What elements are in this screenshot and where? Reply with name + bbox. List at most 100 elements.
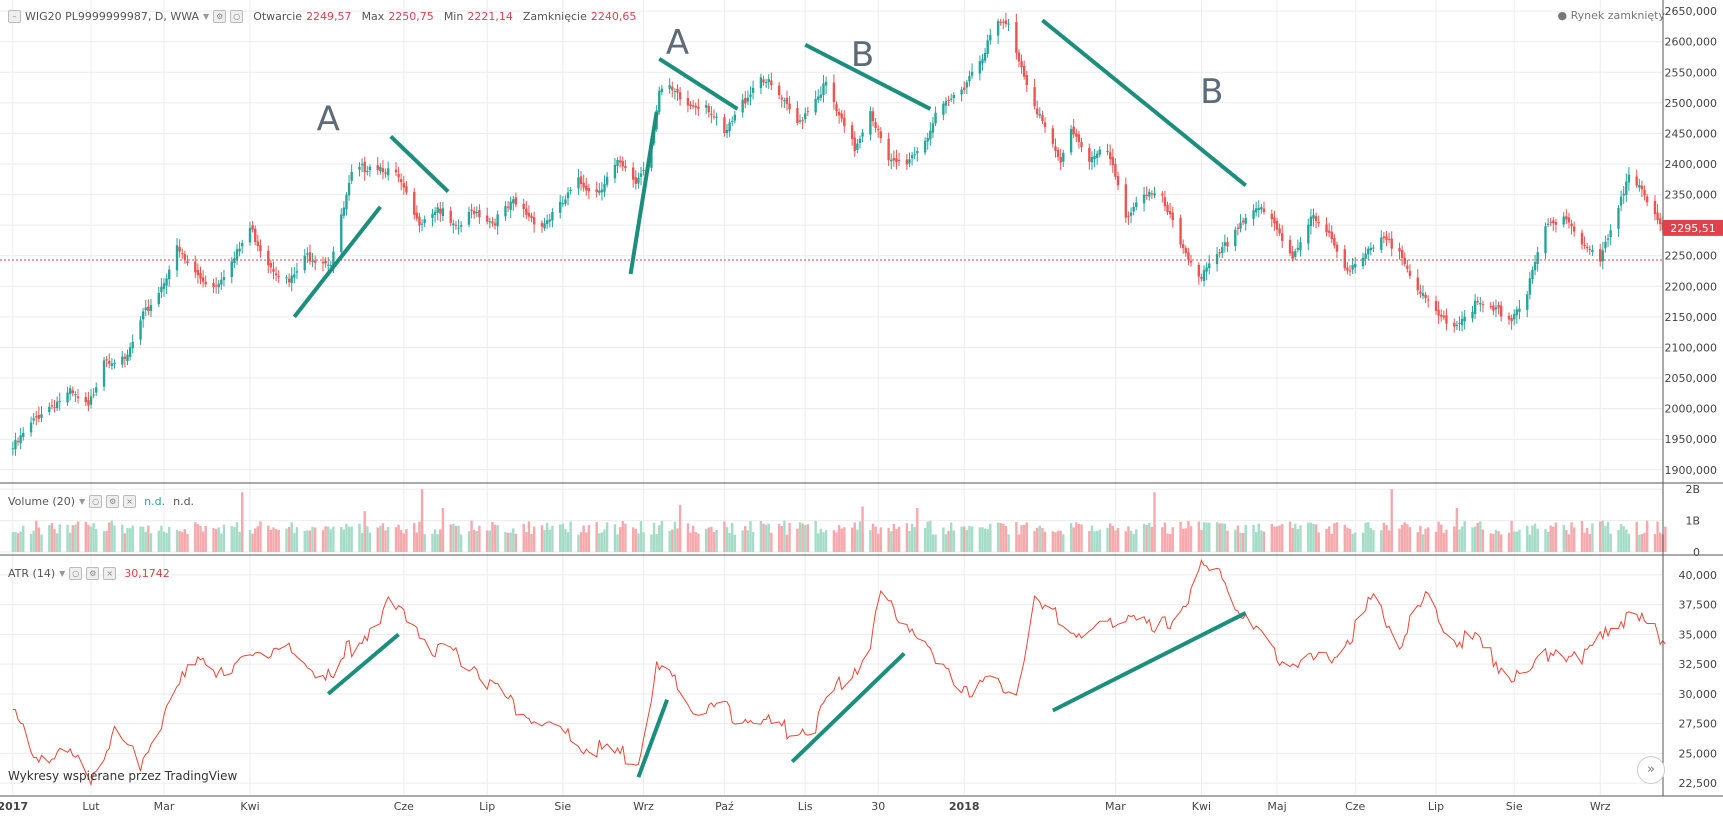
volume-bar [1221,523,1224,552]
volume-bar [1481,529,1485,552]
volume-bar [233,526,236,552]
close-icon[interactable]: × [123,495,137,508]
volume-bar [285,528,288,552]
candle [908,159,911,164]
candle [1080,142,1083,148]
volume-bar [1390,489,1393,552]
candle [1260,207,1263,210]
volume-bar [240,492,244,552]
volume-bar [1254,531,1258,552]
candle [454,224,458,226]
atr-tick-label: 35,000 [1679,628,1718,641]
candle [616,160,619,166]
volume-bar [652,522,656,552]
candle [128,347,132,357]
volume-bar [37,527,41,552]
candle [175,245,179,271]
atr-tick-label: 22,500 [1679,777,1718,790]
candle [1197,264,1201,277]
candle [1372,247,1375,249]
volume-bar [181,532,184,552]
candle [433,211,437,215]
candle [707,106,710,113]
tradingview-credit: Wykresy wspierane przez TradingView [8,769,238,783]
scroll-to-realtime-button[interactable]: » [1637,756,1665,784]
volume-bar [486,530,489,552]
candle [436,207,439,213]
candle [1059,156,1062,163]
eye-icon[interactable]: ○ [89,495,103,508]
volume-bar [715,529,718,552]
volume-bar [1421,534,1425,552]
chevron-down-icon[interactable]: ▼ [79,497,86,506]
volume-bar [1460,526,1464,552]
volume-bar [340,526,343,552]
candle [470,209,473,212]
last-price-badge [1663,219,1723,236]
candle [686,98,690,106]
candle [486,215,489,222]
volume-bar [850,527,854,552]
candle [1257,207,1260,211]
volume-bar [1093,531,1096,552]
candle [949,98,953,100]
candle [256,241,260,246]
atr-tick-label: 37,500 [1679,599,1718,612]
volume-bar [1492,533,1495,552]
volume-bar [92,523,95,552]
candle [1531,269,1534,279]
candle [1437,309,1440,316]
candle [238,248,241,252]
volume-bar [869,530,872,552]
volume-bar [566,532,570,552]
eye-icon[interactable]: ○ [230,10,244,23]
candle [749,94,752,97]
volume-bar [731,522,734,552]
volume-bar [1132,533,1135,552]
candle [1234,229,1237,247]
candle [728,122,731,132]
candle [126,354,129,362]
candle [1572,226,1576,232]
candle [796,107,799,123]
settings-icon[interactable]: ⚙ [106,495,120,508]
candle [308,252,312,262]
candle [217,283,220,288]
candle [1544,226,1547,254]
chevron-down-icon[interactable]: ▼ [203,12,210,21]
volume-bar [814,520,817,552]
candle [55,401,59,409]
volume-bar [413,522,416,552]
volume-bar [1445,529,1448,552]
volume-bar [121,524,124,552]
volume-bar [1619,524,1623,552]
candle [522,203,525,210]
volume-bar [777,523,781,552]
volume-bar [746,530,750,552]
candle [441,208,445,216]
candle [1309,216,1313,227]
volume-bar [744,526,747,552]
volume-value: n.d. [144,495,166,508]
volume-bar [1533,523,1537,552]
volume-bar [548,529,551,552]
candle [697,106,700,109]
candle [822,83,825,96]
settings-icon[interactable]: ⚙ [86,567,100,580]
close-value: 2240,65 [590,10,637,23]
volume-bar [1004,525,1008,552]
candle [1479,303,1482,305]
collapse-icon[interactable]: – [8,10,21,23]
settings-icon[interactable]: ⚙ [213,10,227,23]
candle [272,268,275,272]
close-icon[interactable]: × [103,567,117,580]
chevron-down-icon[interactable]: ▼ [59,569,66,578]
volume-bar [1369,528,1373,552]
volume-bar [71,525,74,552]
volume-bar [459,534,463,552]
volume-bar [1077,523,1081,552]
trend-line-annotation [804,42,932,111]
eye-icon[interactable]: ○ [69,567,83,580]
candle [890,159,893,162]
